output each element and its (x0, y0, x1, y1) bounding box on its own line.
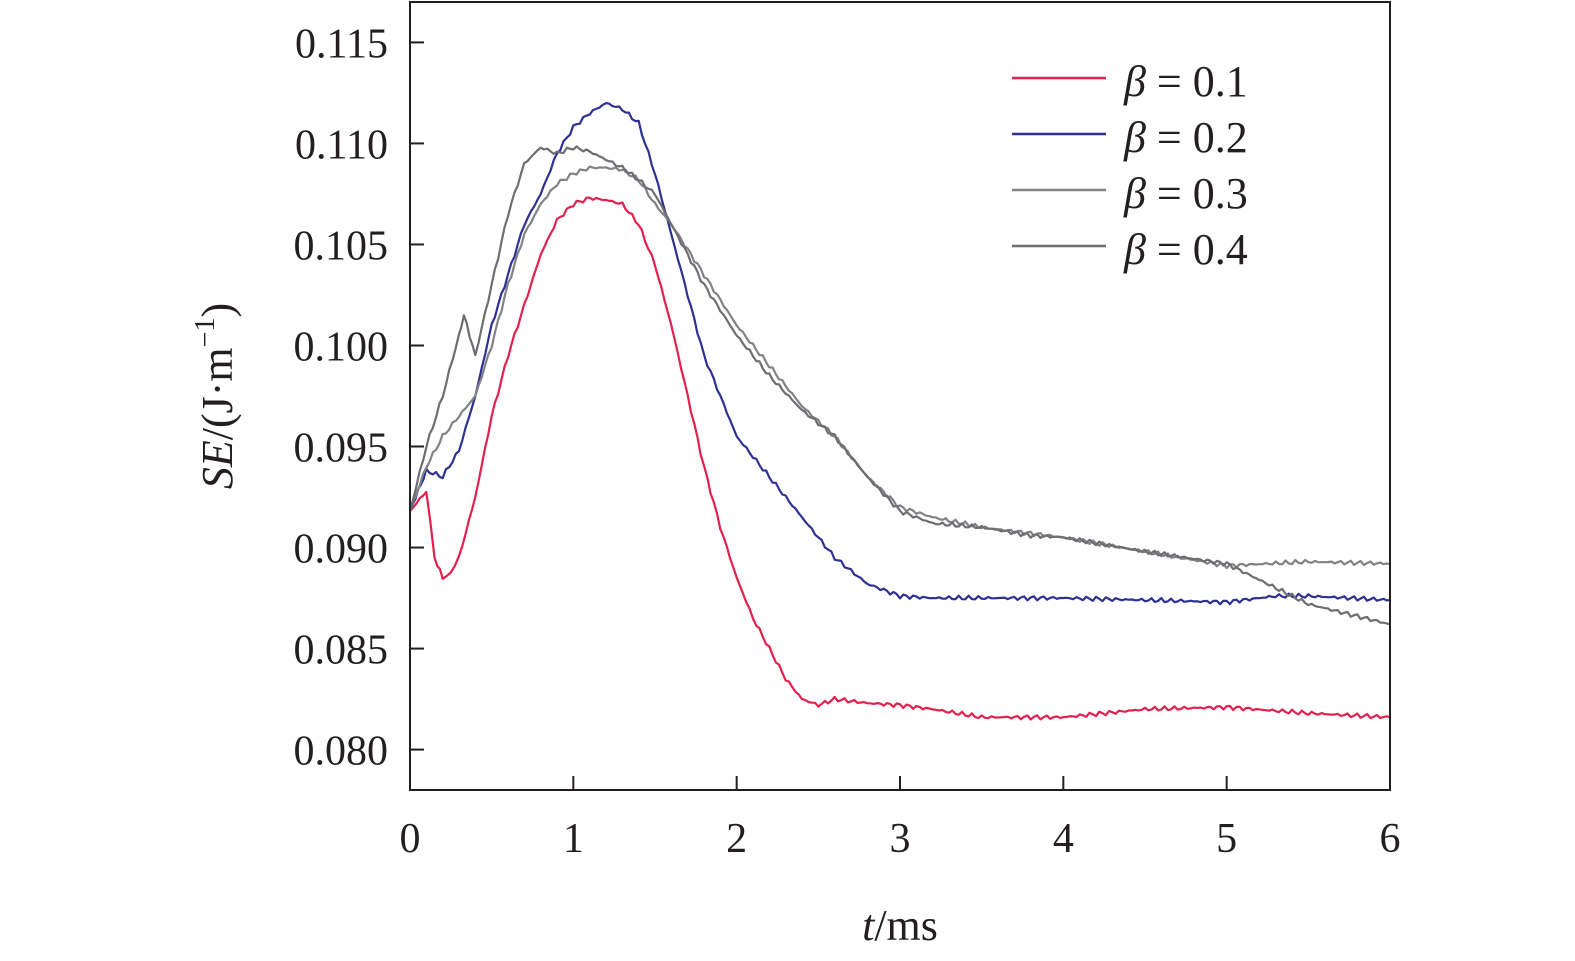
legend-label-3: β = 0.3 (1123, 169, 1248, 218)
x-axis-label-italic: t (862, 901, 876, 950)
x-tick-label-5: 5 (1216, 816, 1237, 862)
x-tick-label-0: 0 (400, 816, 421, 862)
y-axis-label-close: ) (193, 303, 242, 318)
legend-value-4: = 0.4 (1146, 225, 1248, 274)
series-line-3 (408, 165, 1391, 570)
y-axis-label: SE/(J·m−1) (190, 303, 242, 489)
x-tick-label-6: 6 (1380, 816, 1401, 862)
x-axis-label-unit: /ms (874, 901, 938, 950)
legend-symbol-1: β (1123, 57, 1146, 106)
x-tick-label-2: 2 (726, 816, 747, 862)
x-axis: 0 1 2 3 4 5 6 (400, 776, 1401, 862)
legend-label-4: β = 0.4 (1123, 225, 1248, 274)
y-tick-label-6: 0.110 (295, 122, 388, 168)
series-line-1 (409, 196, 1391, 721)
y-tick-label-2: 0.090 (294, 527, 389, 573)
y-axis-label-italic: SE (193, 440, 242, 489)
legend-symbol-4: β (1123, 225, 1146, 274)
legend-label-1: β = 0.1 (1123, 57, 1248, 106)
y-tick-label-5: 0.105 (294, 223, 389, 269)
series-line-4 (408, 145, 1391, 626)
legend-symbol-3: β (1123, 169, 1146, 218)
y-axis-label-unit: /(J·m (193, 347, 242, 440)
y-tick-label-7: 0.115 (295, 21, 388, 67)
y-axis-label-superscript: −1 (190, 318, 221, 348)
y-tick-label-4: 0.100 (294, 324, 389, 370)
legend: β = 0.1β = 0.2β = 0.3β = 0.4 (1012, 57, 1248, 274)
x-tick-label-4: 4 (1053, 816, 1074, 862)
legend-label-2: β = 0.2 (1123, 113, 1248, 162)
legend-value-1: = 0.1 (1146, 57, 1248, 106)
x-axis-label: t/ms (862, 901, 938, 950)
y-tick-label-3: 0.095 (294, 426, 389, 472)
y-tick-label-0: 0.080 (294, 729, 389, 775)
x-tick-label-1: 1 (563, 816, 584, 862)
x-tick-label-3: 3 (890, 816, 911, 862)
legend-value-3: = 0.3 (1146, 169, 1248, 218)
series-line-2 (408, 101, 1391, 606)
legend-symbol-2: β (1123, 113, 1146, 162)
y-tick-label-1: 0.085 (294, 628, 389, 674)
y-axis: 0.080 0.085 0.090 0.095 0.100 0.105 0.110 0.115 (294, 21, 424, 775)
series-layer (408, 101, 1391, 721)
legend-value-2: = 0.2 (1146, 113, 1248, 162)
